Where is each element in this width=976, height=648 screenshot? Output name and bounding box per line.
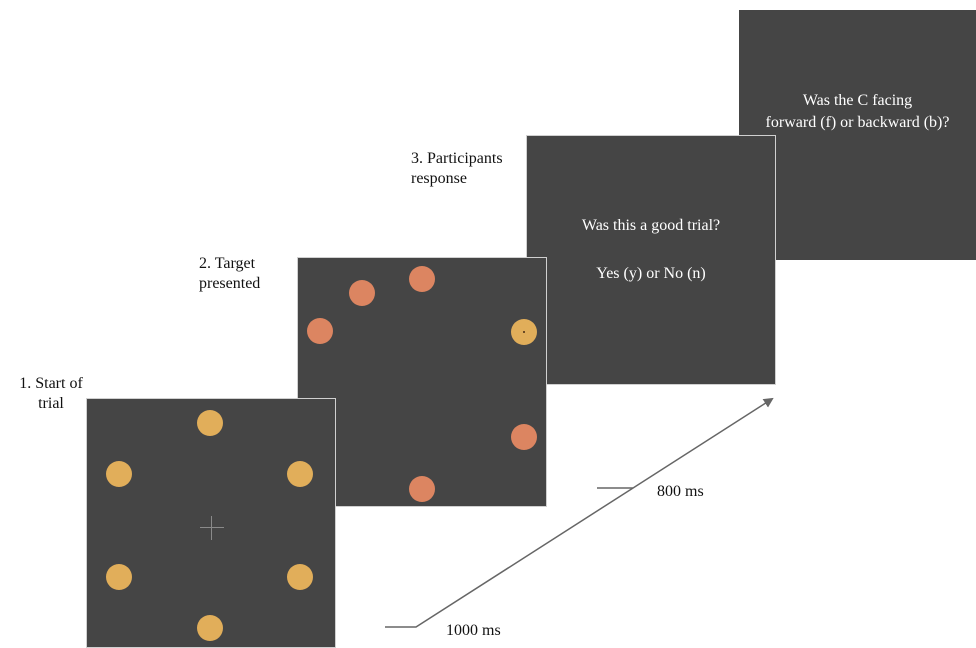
- time-label-800ms: 800 ms: [657, 482, 704, 502]
- timeline-line: [385, 399, 772, 627]
- time-label-1000ms: 1000 ms: [446, 621, 501, 641]
